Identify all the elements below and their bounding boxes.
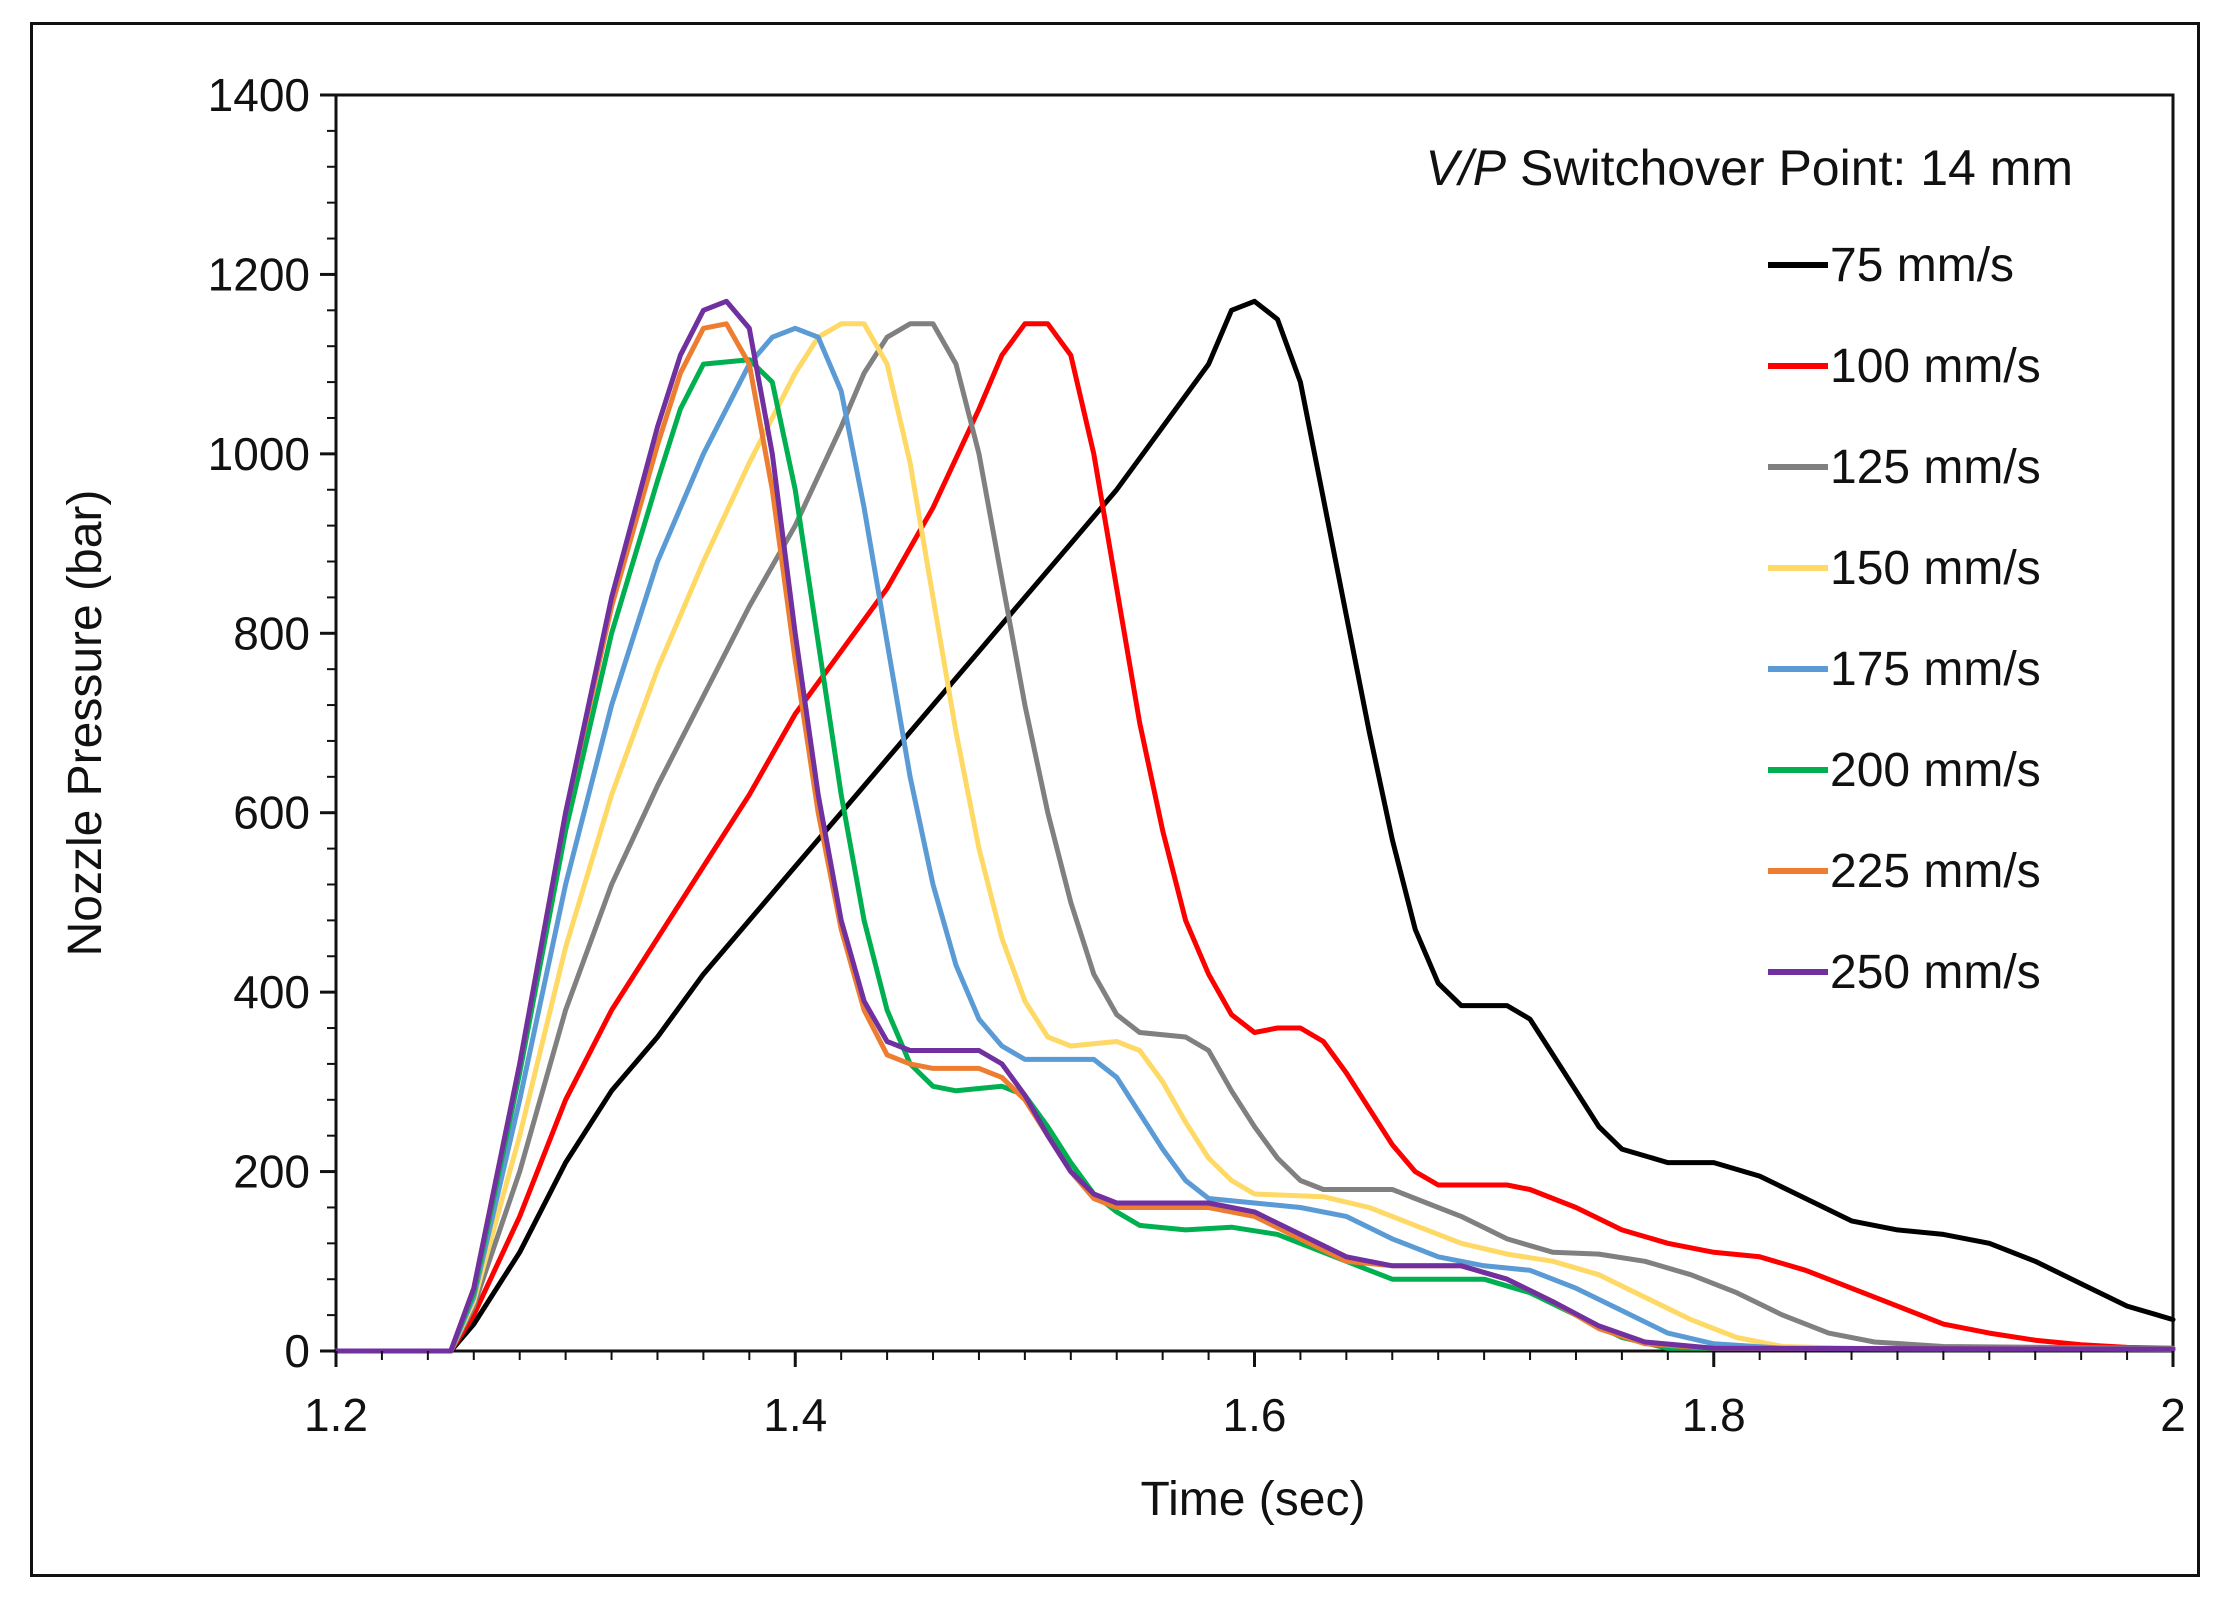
series-line-175-mm-s <box>333 325 2176 1354</box>
x-tick-label: 2 <box>2160 1389 2186 1441</box>
chart-frame: 1.2 1.4 1.6 1.8 2 0 200 400 600 800 1000 1200 1400 V… <box>30 22 2200 1577</box>
legend-label: 75 mm/s <box>1830 239 2014 292</box>
series-line-250-mm-s <box>333 298 2176 1354</box>
annotation-italic: V/P <box>1426 140 1507 196</box>
series-line-150-mm-s <box>333 321 2176 1354</box>
legend-label: 225 mm/s <box>1830 845 2041 898</box>
series-line-100-mm-s <box>333 321 2176 1354</box>
x-tick-label: 1.8 <box>1682 1389 1746 1441</box>
legend-label: 150 mm/s <box>1830 542 2041 595</box>
y-axis-title: Nozzle Pressure (bar) <box>59 490 112 957</box>
y-tick-label: 1200 <box>208 248 310 300</box>
x-tick-label: 1.4 <box>763 1389 827 1441</box>
legend-label: 250 mm/s <box>1830 946 2041 999</box>
legend-label: 100 mm/s <box>1830 340 2041 393</box>
axis-layer: 1.2 1.4 1.6 1.8 2 0 200 400 600 800 1000 1200 1400 <box>208 69 2186 1441</box>
x-tick-label: 1.6 <box>1223 1389 1287 1441</box>
legend-label: 175 mm/s <box>1830 643 2041 696</box>
series-layer <box>333 298 2176 1354</box>
y-tick-label: 200 <box>233 1146 310 1198</box>
x-tick-label: 1.2 <box>304 1389 368 1441</box>
line-chart: 1.2 1.4 1.6 1.8 2 0 200 400 600 800 1000 1200 1400 V… <box>59 69 2186 1526</box>
y-tick-label: 0 <box>284 1325 310 1377</box>
series-line-125-mm-s <box>333 321 2176 1354</box>
series-line-200-mm-s <box>333 357 2176 1354</box>
x-axis-title: Time (sec) <box>1141 1473 1366 1526</box>
legend-label: 125 mm/s <box>1830 441 2041 494</box>
y-tick-label: 1400 <box>208 69 310 121</box>
y-tick-label: 600 <box>233 787 310 839</box>
legend-label: 200 mm/s <box>1830 744 2041 797</box>
y-tick-label: 400 <box>233 966 310 1018</box>
series-line-75-mm-s <box>333 298 2176 1354</box>
annotation-rest: Switchover Point: 14 mm <box>1506 140 2073 196</box>
chart-annotation: V/P Switchover Point: 14 mm <box>1426 140 2073 196</box>
legend: 75 mm/s 100 mm/s 125 mm/s 150 mm/s 175 mm/s 2… <box>1768 239 2041 999</box>
y-tick-label: 800 <box>233 607 310 659</box>
y-tick-label: 1000 <box>208 428 310 480</box>
